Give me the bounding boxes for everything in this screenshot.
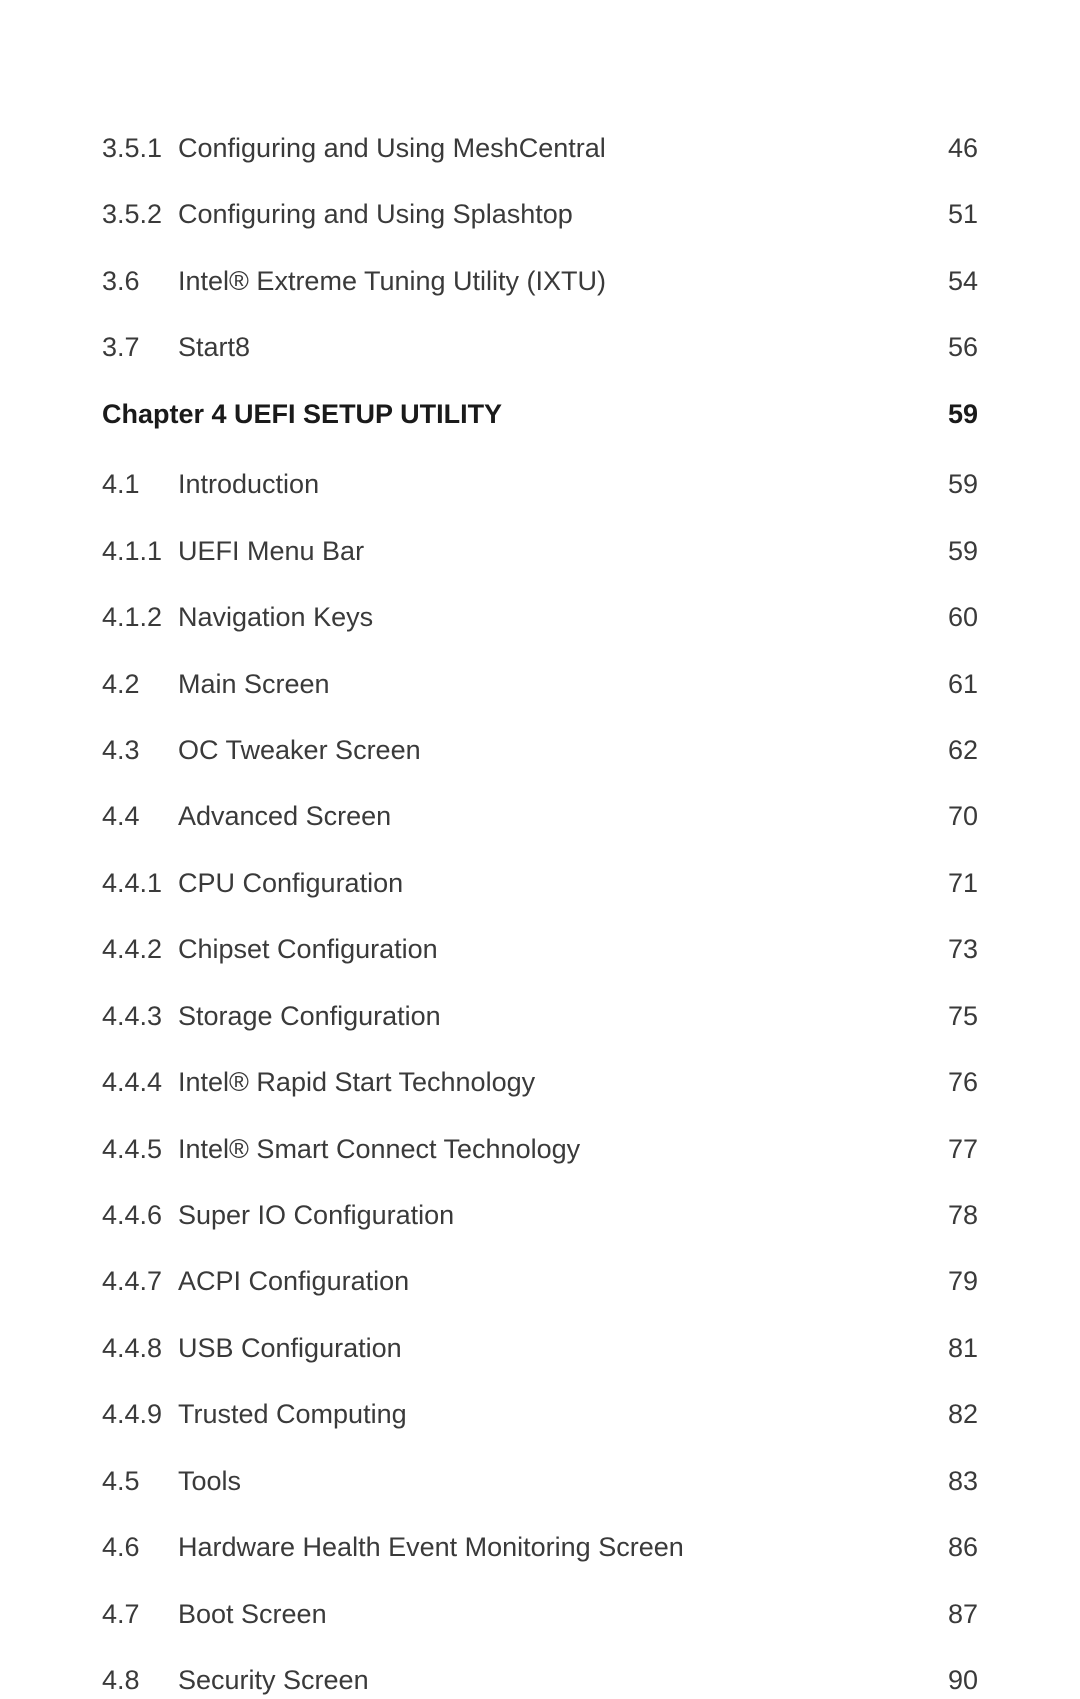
toc-section-title: Boot Screen [178, 1596, 918, 1632]
toc-section-number: 4.4.8 [102, 1330, 178, 1366]
toc-section-number: 4.1 [102, 466, 178, 502]
toc-section-row: 4.1.2Navigation Keys60 [102, 599, 978, 635]
toc-section-title: CPU Configuration [178, 865, 918, 901]
toc-section-number: 3.5.2 [102, 196, 178, 232]
toc-section-number: 4.6 [102, 1529, 178, 1565]
toc-section-title: Super IO Configuration [178, 1197, 918, 1233]
toc-page-number: 59 [918, 466, 978, 502]
toc-section-row: 3.6Intel® Extreme Tuning Utility (IXTU)5… [102, 263, 978, 299]
toc-section-number: 4.2 [102, 666, 178, 702]
toc-page-number: 83 [918, 1463, 978, 1499]
toc-page-number: 90 [918, 1662, 978, 1698]
toc-page-number: 71 [918, 865, 978, 901]
toc-chapter-label: Chapter 4 UEFI SETUP UTILITY [102, 396, 918, 432]
toc-section-number: 4.4.6 [102, 1197, 178, 1233]
toc-section-title: Introduction [178, 466, 918, 502]
toc-section-title: Navigation Keys [178, 599, 918, 635]
toc-section-title: Storage Configuration [178, 998, 918, 1034]
toc-chapter-row: Chapter 4 UEFI SETUP UTILITY59 [102, 396, 978, 432]
toc-section-number: 4.4.2 [102, 931, 178, 967]
toc-section-number: 4.4.4 [102, 1064, 178, 1100]
toc-section-title: ACPI Configuration [178, 1263, 918, 1299]
toc-section-row: 3.5.1Configuring and Using MeshCentral46 [102, 130, 978, 166]
toc-chapter-prefix: Chapter 4 [102, 399, 234, 429]
toc-page-number: 76 [918, 1064, 978, 1100]
toc-page-number: 87 [918, 1596, 978, 1632]
toc-section-row: 3.5.2Configuring and Using Splashtop51 [102, 196, 978, 232]
toc-section-title: Configuring and Using MeshCentral [178, 130, 918, 166]
toc-page-number: 73 [918, 931, 978, 967]
toc-page-number: 77 [918, 1131, 978, 1167]
toc-section-title: Intel® Extreme Tuning Utility (IXTU) [178, 263, 918, 299]
toc-section-row: 4.4.1CPU Configuration71 [102, 865, 978, 901]
toc-section-row: 4.5Tools83 [102, 1463, 978, 1499]
toc-section-title: Trusted Computing [178, 1396, 918, 1432]
toc-section-number: 4.4.1 [102, 865, 178, 901]
toc-page-number: 78 [918, 1197, 978, 1233]
toc-section-number: 3.7 [102, 329, 178, 365]
toc-section-title: Chipset Configuration [178, 931, 918, 967]
toc-page-number: 46 [918, 130, 978, 166]
toc-section-row: 4.4.4Intel® Rapid Start Technology76 [102, 1064, 978, 1100]
toc-section-row: 4.4.9Trusted Computing82 [102, 1396, 978, 1432]
toc-section-row: 4.4Advanced Screen70 [102, 798, 978, 834]
table-of-contents: 3.5.1Configuring and Using MeshCentral46… [102, 130, 978, 1699]
toc-section-row: 4.4.8USB Configuration81 [102, 1330, 978, 1366]
toc-page-number: 79 [918, 1263, 978, 1299]
toc-page-number: 59 [918, 533, 978, 569]
toc-page-number: 54 [918, 263, 978, 299]
toc-section-row: 4.2Main Screen61 [102, 666, 978, 702]
toc-section-number: 4.4.7 [102, 1263, 178, 1299]
toc-section-number: 4.3 [102, 732, 178, 768]
toc-page-number: 81 [918, 1330, 978, 1366]
toc-section-title: Advanced Screen [178, 798, 918, 834]
toc-page-number: 61 [918, 666, 978, 702]
toc-section-row: 3.7Start856 [102, 329, 978, 365]
toc-section-title: Intel® Smart Connect Technology [178, 1131, 918, 1167]
toc-section-row: 4.1.1UEFI Menu Bar59 [102, 533, 978, 569]
toc-section-row: 4.4.6Super IO Configuration78 [102, 1197, 978, 1233]
toc-section-row: 4.1Introduction59 [102, 466, 978, 502]
toc-section-number: 4.4 [102, 798, 178, 834]
toc-section-title: Configuring and Using Splashtop [178, 196, 918, 232]
toc-section-number: 4.8 [102, 1662, 178, 1698]
toc-section-number: 4.7 [102, 1596, 178, 1632]
toc-section-row: 4.4.5Intel® Smart Connect Technology77 [102, 1131, 978, 1167]
toc-section-number: 4.4.9 [102, 1396, 178, 1432]
toc-section-row: 4.6Hardware Health Event Monitoring Scre… [102, 1529, 978, 1565]
toc-page-number: 86 [918, 1529, 978, 1565]
toc-section-title: Intel® Rapid Start Technology [178, 1064, 918, 1100]
toc-section-number: 4.5 [102, 1463, 178, 1499]
toc-section-title: Hardware Health Event Monitoring Screen [178, 1529, 918, 1565]
toc-section-row: 4.8Security Screen90 [102, 1662, 978, 1698]
toc-page-number: 56 [918, 329, 978, 365]
toc-section-title: Main Screen [178, 666, 918, 702]
toc-page-number: 59 [918, 396, 978, 432]
toc-section-row: 4.4.2Chipset Configuration73 [102, 931, 978, 967]
toc-section-number: 3.5.1 [102, 130, 178, 166]
toc-section-row: 4.3OC Tweaker Screen62 [102, 732, 978, 768]
toc-page-number: 82 [918, 1396, 978, 1432]
toc-section-row: 4.4.3Storage Configuration75 [102, 998, 978, 1034]
toc-section-title: OC Tweaker Screen [178, 732, 918, 768]
toc-section-row: 4.7Boot Screen87 [102, 1596, 978, 1632]
toc-page-number: 60 [918, 599, 978, 635]
toc-section-title: Start8 [178, 329, 918, 365]
toc-section-number: 4.4.3 [102, 998, 178, 1034]
toc-section-number: 3.6 [102, 263, 178, 299]
toc-section-number: 4.1.1 [102, 533, 178, 569]
toc-chapter-title: UEFI SETUP UTILITY [234, 399, 502, 429]
toc-section-number: 4.1.2 [102, 599, 178, 635]
toc-section-title: UEFI Menu Bar [178, 533, 918, 569]
toc-section-title: Tools [178, 1463, 918, 1499]
toc-page-number: 75 [918, 998, 978, 1034]
toc-section-row: 4.4.7ACPI Configuration79 [102, 1263, 978, 1299]
toc-section-title: Security Screen [178, 1662, 918, 1698]
toc-section-title: USB Configuration [178, 1330, 918, 1366]
toc-section-number: 4.4.5 [102, 1131, 178, 1167]
toc-page-number: 70 [918, 798, 978, 834]
toc-page-number: 51 [918, 196, 978, 232]
toc-page-number: 62 [918, 732, 978, 768]
